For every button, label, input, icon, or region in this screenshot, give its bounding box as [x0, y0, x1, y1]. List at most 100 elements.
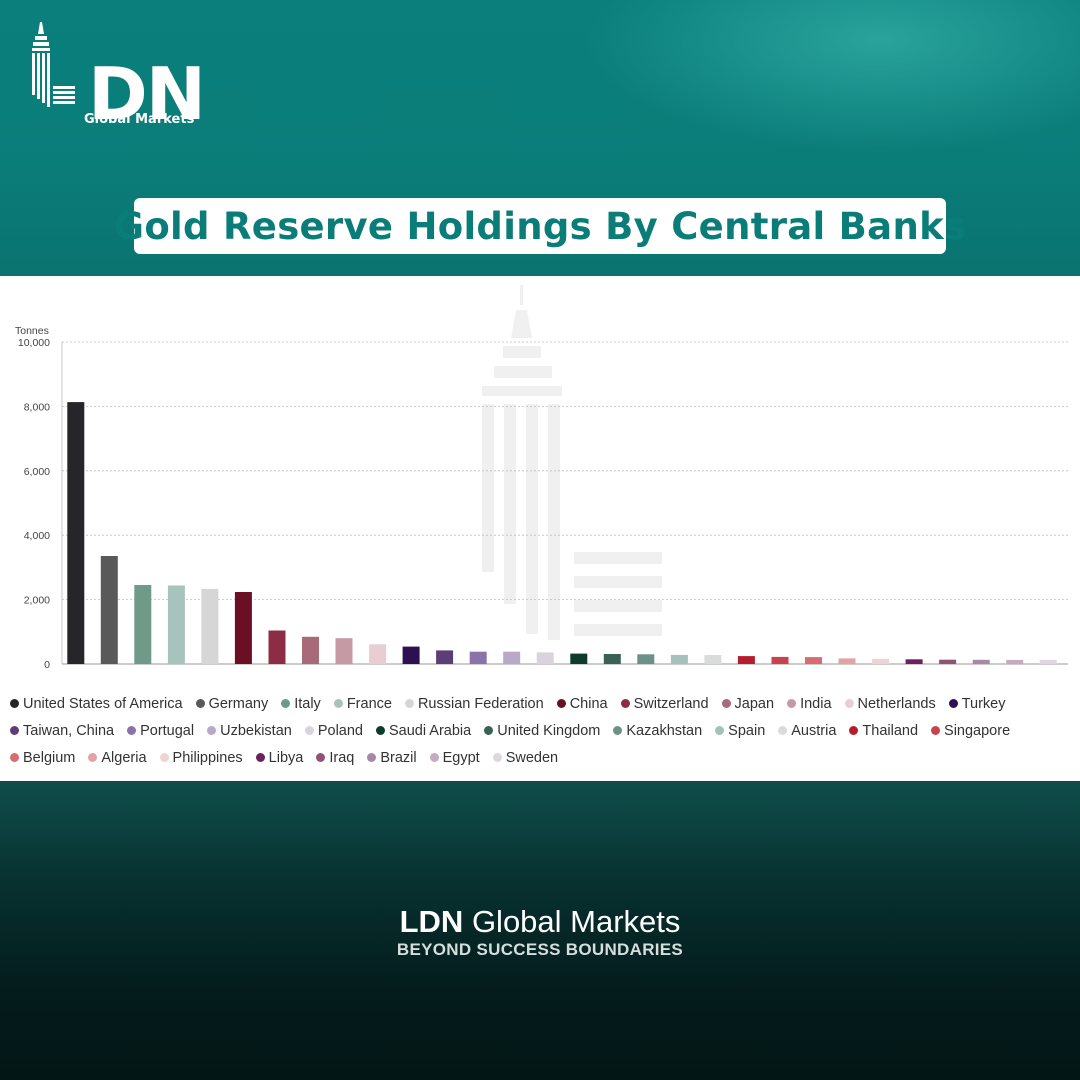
- bar-taiwan-china: [436, 650, 454, 664]
- legend-label: Thailand: [862, 722, 919, 739]
- legend-label: Saudi Arabia: [388, 722, 472, 739]
- bar-united-states-of-america: [67, 402, 85, 664]
- legend-item: Saudi Arabia: [375, 721, 472, 740]
- y-tick-label: 8,000: [24, 401, 50, 413]
- legend-label: Switzerland: [633, 695, 709, 712]
- legend-dot-icon: [484, 726, 494, 735]
- legend-dot-icon: [620, 699, 630, 708]
- legend-dot-icon: [721, 699, 731, 708]
- legend-dot-icon: [844, 699, 854, 708]
- legend-label: Japan: [734, 695, 775, 712]
- legend-item: United Kingdom: [484, 721, 600, 740]
- bar-netherlands: [369, 644, 387, 664]
- ldn-logo: DN Global Markets: [30, 20, 206, 130]
- legend-dot-icon: [304, 726, 314, 735]
- building-icon: [32, 22, 75, 107]
- bar-switzerland: [268, 630, 286, 664]
- legend-label: Netherlands: [857, 695, 936, 712]
- footer-brand: LDN Global Markets: [0, 904, 1080, 940]
- bar-singapore: [771, 656, 789, 664]
- legend-label: Italy: [294, 695, 321, 712]
- legend-item: Sweden: [492, 748, 559, 767]
- legend-label: Kazakhstan: [626, 722, 703, 739]
- bar-chart: Tonnes 0 2,000 4,000 6,000 8,000 10,000: [15, 325, 1068, 671]
- legend-dot-icon: [556, 699, 566, 708]
- bar-portugal: [469, 651, 487, 664]
- legend-dot-icon: [849, 726, 859, 735]
- legend-label: Austria: [791, 722, 837, 739]
- legend-label: Libya: [268, 749, 304, 766]
- y-tick-label: 2,000: [24, 595, 50, 607]
- legend-label: Algeria: [101, 749, 147, 766]
- legend-label: Poland: [317, 722, 363, 739]
- legend-item: Japan: [721, 694, 775, 713]
- legend-item: Poland: [304, 721, 363, 740]
- legend-label: Sweden: [505, 749, 559, 766]
- legend-dot-icon: [787, 699, 797, 708]
- legend-label: India: [800, 695, 832, 712]
- bar-germany: [100, 556, 118, 664]
- legend-dot-icon: [715, 726, 725, 735]
- bar-thailand: [737, 656, 755, 664]
- legend-label: Philippines: [172, 749, 243, 766]
- legend-dot-icon: [367, 753, 377, 762]
- bar-kazakhstan: [637, 654, 655, 664]
- legend-item: Austria: [778, 721, 836, 740]
- legend-item: Philippines: [159, 748, 243, 767]
- legend-label: Taiwan, China: [23, 722, 115, 739]
- bar-italy: [134, 585, 152, 664]
- legend-dot-icon: [207, 726, 217, 735]
- legend-label: France: [346, 695, 392, 712]
- legend-dot-icon: [778, 726, 788, 735]
- y-axis-label: Tonnes: [15, 325, 49, 337]
- legend-dot-icon: [613, 726, 623, 735]
- legend-dot-icon: [333, 699, 343, 708]
- bar-japan: [302, 636, 319, 664]
- legend-label: Singapore: [944, 722, 1011, 739]
- footer-band: [0, 781, 1080, 1080]
- bar-uzbekistan: [503, 651, 521, 664]
- legend-item: Kazakhstan: [613, 721, 702, 740]
- legend-label: United States of America: [23, 695, 183, 712]
- legend-item: Spain: [715, 721, 765, 740]
- legend-label: China: [569, 695, 608, 712]
- bar-france: [167, 585, 185, 664]
- legend-item: Algeria: [88, 748, 147, 767]
- bar-libya: [905, 659, 923, 664]
- bar-belgium: [805, 657, 822, 664]
- legend-item: Taiwan, China: [10, 721, 114, 740]
- legend-dot-icon: [281, 699, 291, 708]
- legend-item: Turkey: [948, 694, 1005, 713]
- bar-philippines: [872, 658, 890, 664]
- bar-egypt: [1006, 659, 1024, 664]
- legend-dot-icon: [10, 753, 19, 762]
- legend-dot-icon: [316, 753, 326, 762]
- legend-label: Uzbekistan: [220, 722, 292, 739]
- chart-panel: [0, 276, 1080, 781]
- logo-letters: DN: [88, 52, 206, 136]
- y-tick-label: 10,000: [18, 337, 50, 349]
- legend-dot-icon: [127, 726, 137, 735]
- legend-label: Egypt: [442, 749, 480, 766]
- legend-item: Libya: [255, 748, 304, 767]
- chart-legend: United States of America Germany Italy Fran…: [10, 694, 1070, 767]
- legend-item: Belgium: [10, 748, 75, 767]
- legend-item: India: [787, 694, 832, 713]
- legend-dot-icon: [159, 753, 169, 762]
- bar-united-kingdom: [603, 654, 621, 664]
- legend-label: Brazil: [380, 749, 417, 766]
- legend-item: Portugal: [127, 721, 194, 740]
- legend-label: Russian Federation: [417, 695, 544, 712]
- bar-poland: [536, 652, 554, 664]
- legend-dot-icon: [429, 753, 439, 762]
- bar-spain: [670, 654, 688, 664]
- legend-item: Brazil: [367, 748, 417, 767]
- bar-austria: [704, 655, 722, 664]
- bar-russian-federation: [201, 588, 219, 664]
- legend-dot-icon: [10, 726, 19, 735]
- chart-title: Gold Reserve Holdings By Central Banks: [113, 204, 967, 248]
- legend-item: Iraq: [316, 748, 354, 767]
- footer-tagline: BEYOND SUCCESS BOUNDARIES: [396, 940, 684, 959]
- legend-item: Singapore: [931, 721, 1010, 740]
- legend-item: China: [556, 694, 608, 713]
